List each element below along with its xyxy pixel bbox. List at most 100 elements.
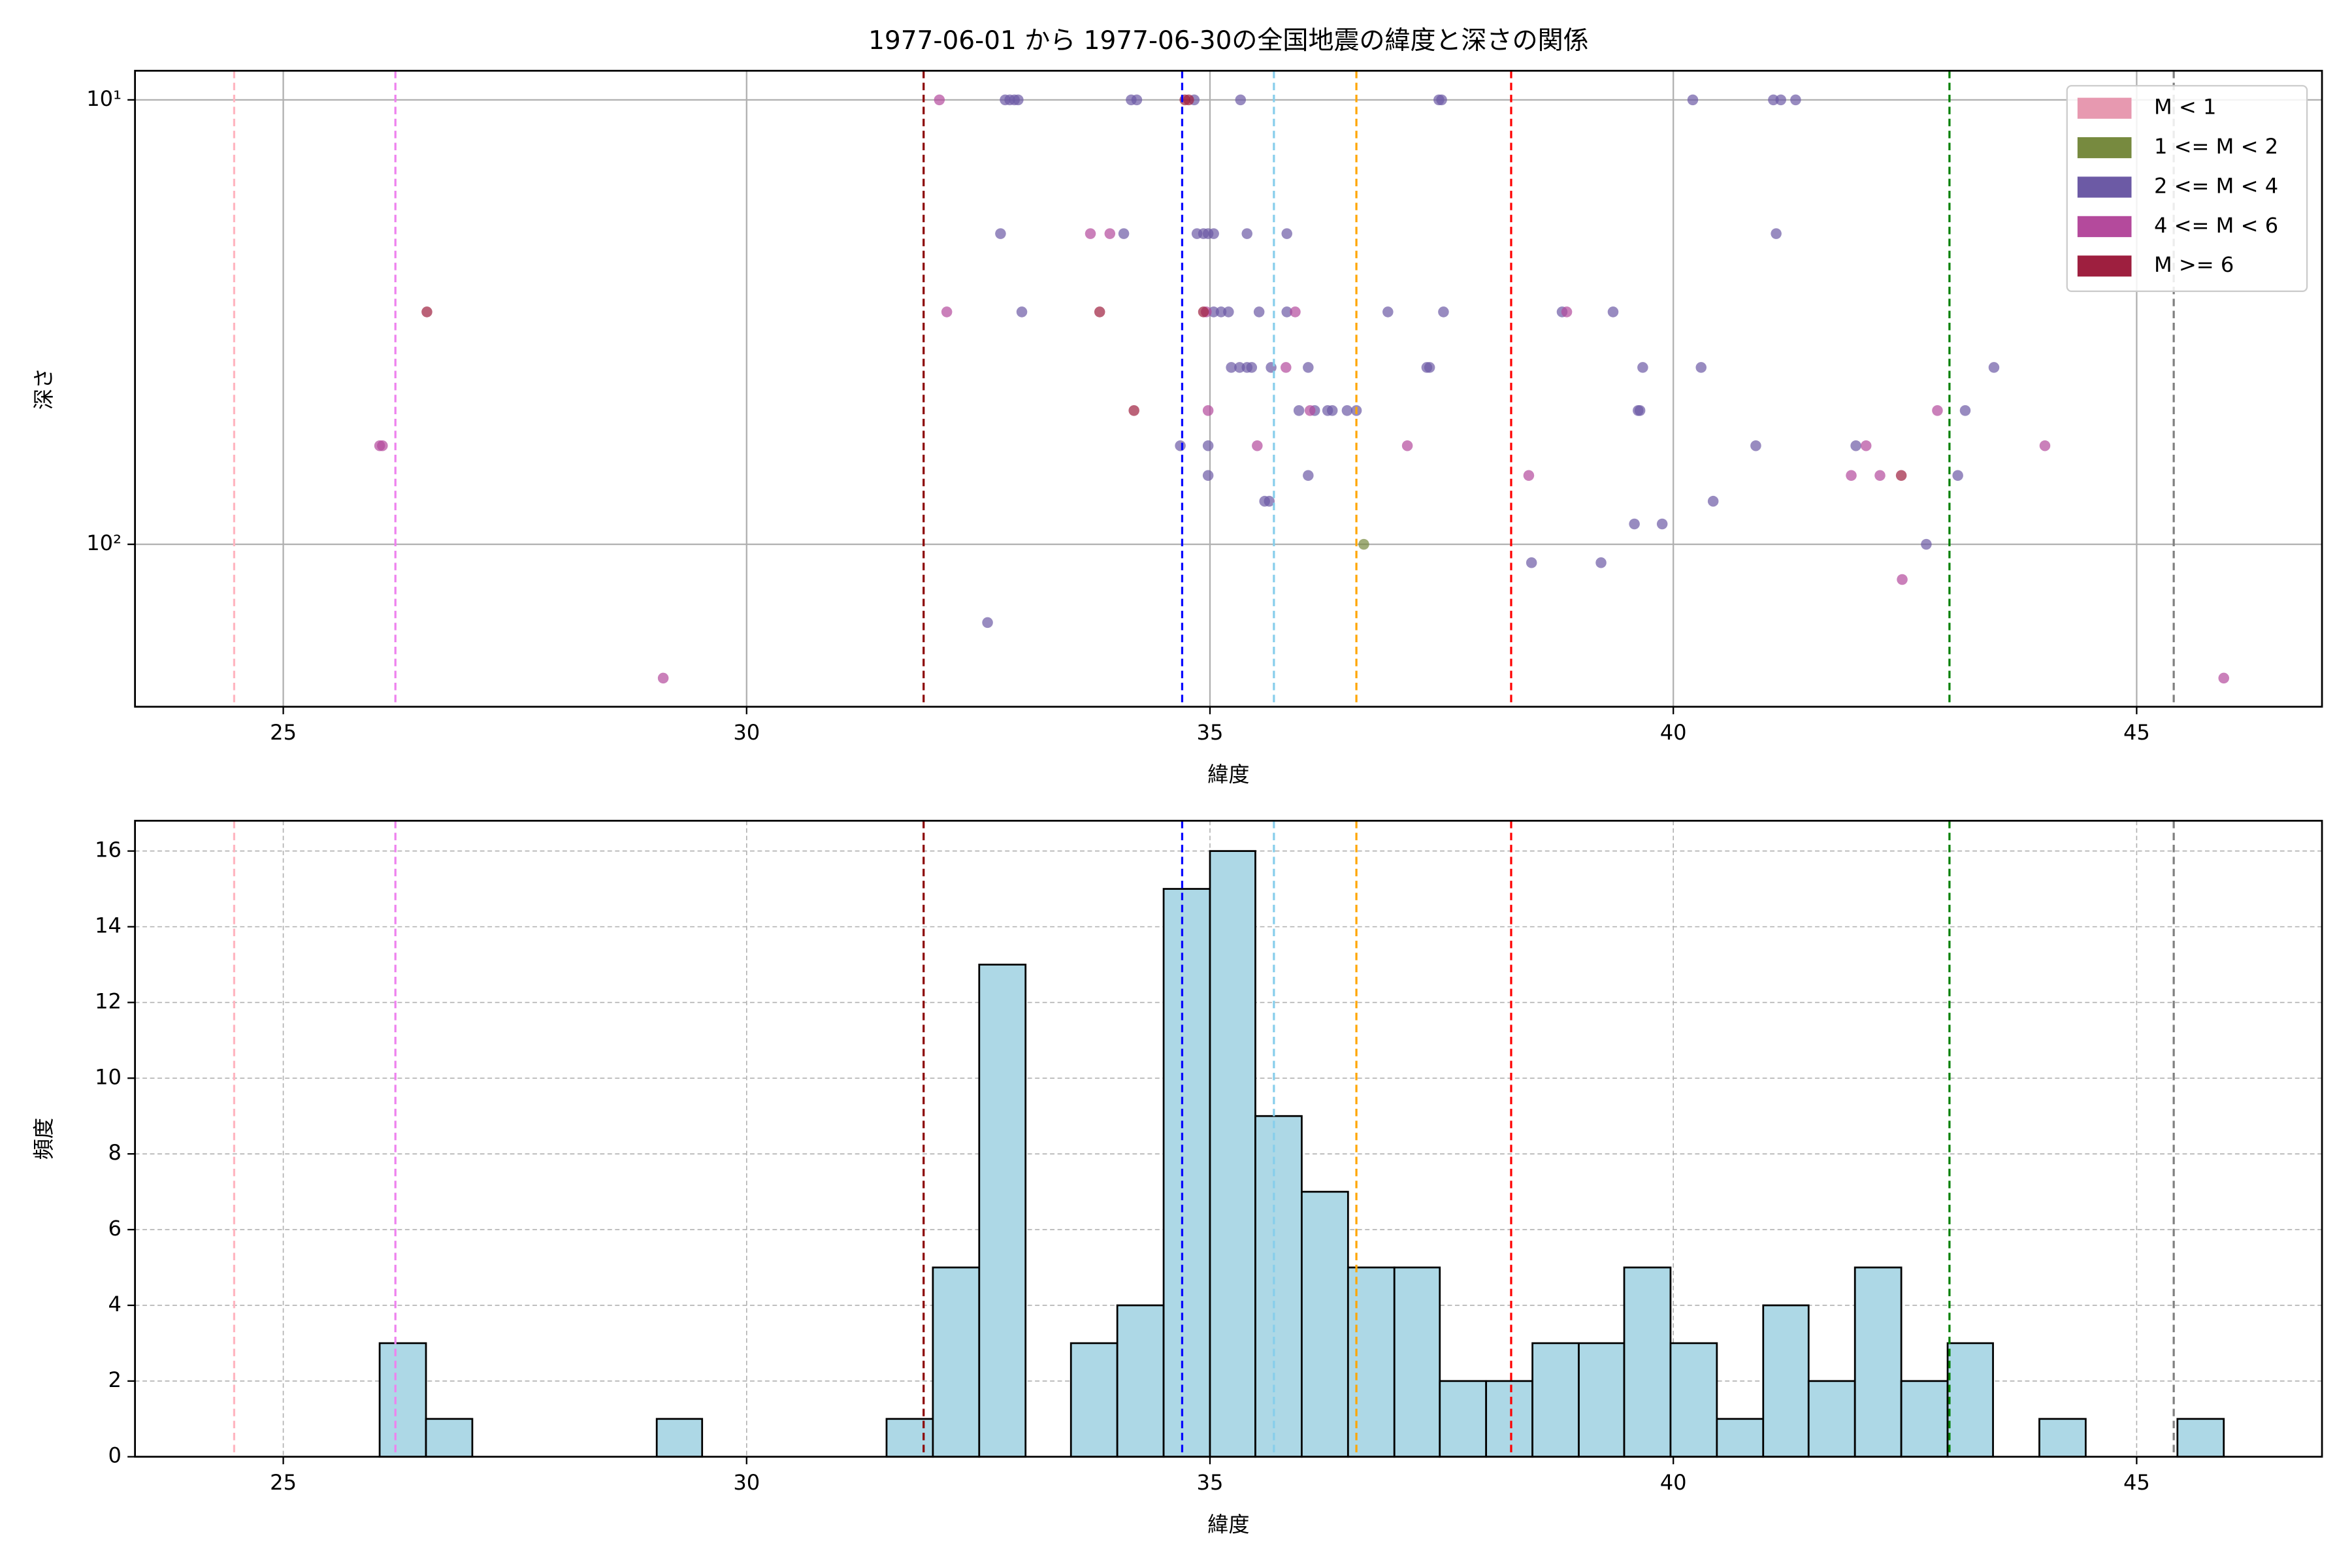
x-tick-label: 35 <box>1197 1470 1224 1495</box>
legend-label: 1 <= M < 2 <box>2154 134 2278 159</box>
point <box>1252 440 1263 451</box>
bar <box>1254 1115 1303 1458</box>
x-tick-label: 25 <box>270 720 297 745</box>
point <box>2039 440 2051 451</box>
y-tick-label: 14 <box>95 913 122 938</box>
point <box>1013 94 1024 106</box>
point <box>1775 94 1786 106</box>
point <box>1223 306 1234 318</box>
point <box>1750 440 1761 451</box>
x-tick-label: 30 <box>733 720 760 745</box>
bar <box>1531 1342 1580 1458</box>
point <box>1281 228 1292 239</box>
point <box>1183 94 1194 106</box>
bar <box>655 1418 704 1458</box>
y-tick-label: 10¹ <box>86 86 122 111</box>
point <box>1561 306 1573 318</box>
legend-swatch <box>2077 176 2132 198</box>
bar <box>1485 1380 1533 1458</box>
bar <box>1347 1266 1396 1458</box>
point <box>1595 557 1607 568</box>
point <box>1382 306 1394 318</box>
point <box>1401 440 1413 451</box>
point <box>1175 440 1186 451</box>
point <box>1208 306 1219 318</box>
point <box>1198 306 1209 318</box>
point <box>657 672 669 684</box>
bar <box>1669 1342 1718 1458</box>
point <box>421 306 433 318</box>
point <box>995 228 1006 239</box>
point <box>1523 470 1535 482</box>
bar <box>2176 1418 2225 1458</box>
bar <box>1070 1342 1119 1458</box>
point <box>1304 405 1316 416</box>
point <box>1264 495 1275 507</box>
point <box>1656 518 1668 530</box>
bar <box>1716 1418 1765 1458</box>
point <box>1438 306 1449 318</box>
x-tick-label: 40 <box>1660 720 1687 745</box>
point <box>982 617 993 629</box>
y-tick-label: 10 <box>95 1064 122 1089</box>
point <box>1768 94 1779 106</box>
x-tick-label: 45 <box>2123 1470 2150 1495</box>
legend-label: M < 1 <box>2154 95 2217 120</box>
bar <box>1116 1304 1165 1458</box>
point <box>1202 405 1214 416</box>
point <box>1932 405 1943 416</box>
bar <box>1301 1190 1349 1458</box>
point <box>934 94 945 106</box>
point <box>1326 405 1338 416</box>
legend-label: 4 <= M < 6 <box>2154 213 2278 238</box>
y-tick-label: 10² <box>86 531 122 555</box>
point <box>1607 306 1619 318</box>
point <box>2218 672 2229 684</box>
bar <box>378 1342 427 1458</box>
x-axis-label: 緯度 <box>1207 1512 1249 1537</box>
point <box>1846 470 1857 482</box>
bar <box>425 1418 474 1458</box>
point <box>1637 362 1648 373</box>
point <box>1921 538 1932 550</box>
point <box>1281 362 1292 373</box>
point <box>1436 94 1447 106</box>
point <box>1850 440 1861 451</box>
point <box>1341 405 1353 416</box>
x-tick-label: 40 <box>1660 1470 1687 1495</box>
point <box>1707 495 1719 507</box>
point <box>1634 405 1646 416</box>
point <box>1235 94 1247 106</box>
point <box>1303 362 1314 373</box>
point <box>1281 306 1292 318</box>
point <box>1215 306 1227 318</box>
bar <box>932 1266 981 1458</box>
point <box>1358 538 1369 550</box>
x-tick-label: 35 <box>1197 720 1224 745</box>
bar <box>1623 1266 1672 1458</box>
y-tick-label: 12 <box>95 988 122 1013</box>
y-tick-label: 16 <box>95 838 122 862</box>
point <box>1234 362 1245 373</box>
x-axis-label: 緯度 <box>1207 762 1249 787</box>
point <box>1246 362 1258 373</box>
x-tick-label: 30 <box>733 1470 760 1495</box>
y-tick-label: 6 <box>108 1216 122 1241</box>
legend-label: M >= 6 <box>2154 252 2234 277</box>
bar <box>1162 888 1211 1458</box>
point <box>1016 306 1028 318</box>
point <box>377 440 388 451</box>
point <box>1860 440 1872 451</box>
x-tick-label: 45 <box>2123 720 2150 745</box>
point <box>1118 228 1130 239</box>
bar <box>1439 1380 1488 1458</box>
point <box>1104 228 1116 239</box>
y-tick-label: 2 <box>108 1367 122 1392</box>
bar <box>2038 1418 2087 1458</box>
point <box>1293 405 1305 416</box>
bar <box>978 964 1027 1458</box>
point <box>1128 405 1139 416</box>
legend-box <box>2066 85 2308 292</box>
point <box>941 306 953 318</box>
plot-frame <box>134 69 2323 708</box>
